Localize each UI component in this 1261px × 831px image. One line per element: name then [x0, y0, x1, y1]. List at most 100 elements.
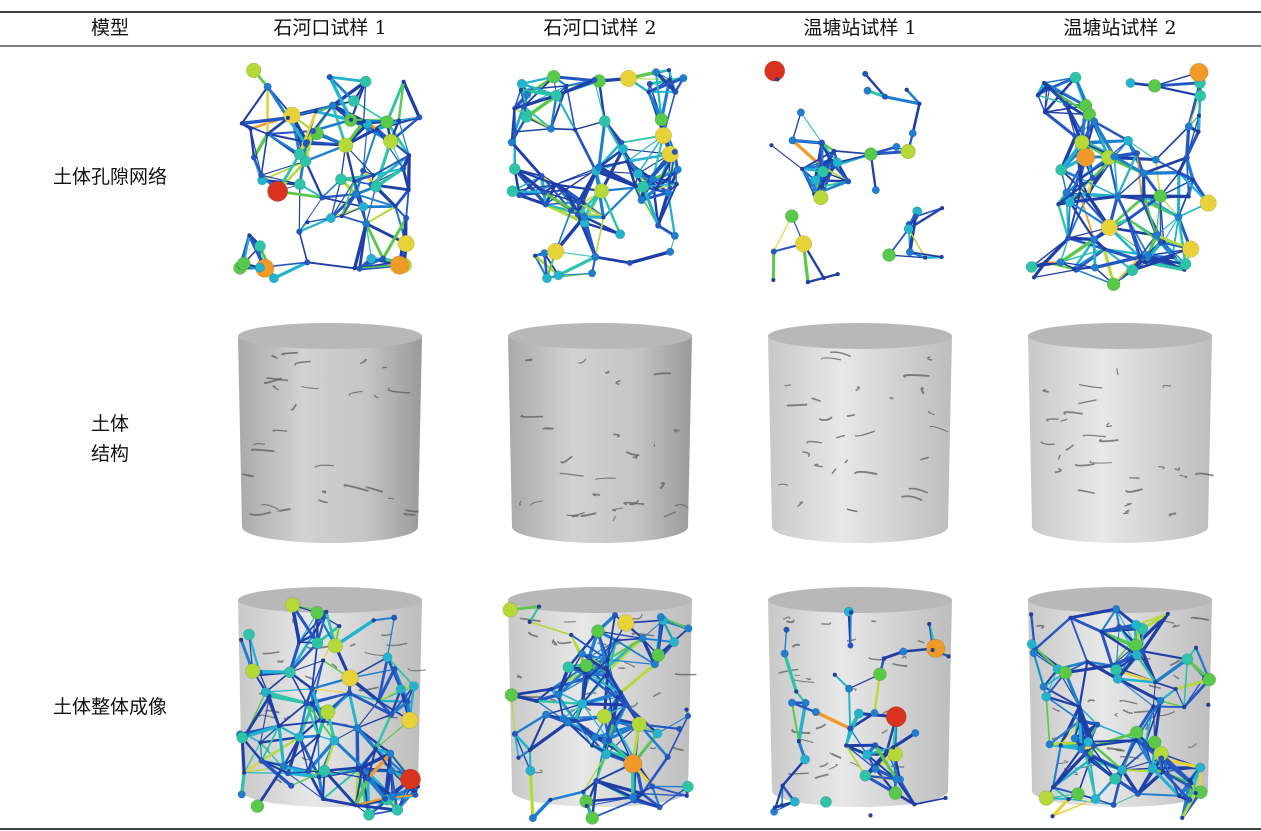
pore-node [353, 724, 361, 732]
pore-node [328, 638, 343, 653]
pore-node [360, 765, 364, 769]
pore-node [305, 220, 309, 224]
pore-node [781, 650, 789, 658]
pore-node [901, 144, 916, 159]
pore-node [512, 129, 518, 135]
pore-node [862, 750, 871, 759]
pore-node [255, 263, 264, 272]
pore-node [1085, 660, 1089, 664]
pore-node [267, 694, 271, 698]
pore-node [580, 659, 593, 672]
pore-node [277, 724, 281, 728]
pore-node [405, 699, 411, 705]
pore-node [906, 248, 914, 256]
pore-node [1078, 192, 1082, 196]
pore-node [848, 643, 854, 649]
soil-structure-cell [1028, 323, 1213, 543]
pore-node [337, 624, 341, 628]
pore-node [237, 732, 248, 743]
pore-node [1142, 194, 1146, 198]
pore-node [847, 726, 853, 732]
pore-node [633, 169, 642, 178]
pore-node [1116, 624, 1122, 630]
pore-node [581, 790, 585, 794]
soil-crack [1116, 750, 1125, 751]
pore-node [784, 627, 790, 633]
pore-node [675, 182, 679, 186]
pore-network-cell [507, 68, 687, 283]
pore-node [1182, 654, 1193, 665]
pore-node [1090, 236, 1098, 244]
pore-node [371, 173, 375, 177]
pore-throat [771, 145, 802, 169]
pore-node [886, 707, 906, 727]
pore-node [581, 201, 585, 205]
pore-node [633, 184, 637, 188]
pore-network-cell [765, 61, 944, 284]
pore-node [775, 77, 779, 81]
pore-node [508, 138, 516, 146]
pore-node [615, 230, 624, 239]
pore-node [285, 770, 291, 776]
pore-node [674, 166, 682, 174]
figure-table: 模型石河口试样 1石河口试样 2温塘站试样 1温塘站试样 2土体孔隙网络土体结构… [0, 0, 1261, 831]
pore-node [889, 787, 902, 800]
pore-node [682, 781, 693, 792]
pore-node [549, 687, 553, 691]
pore-throat [307, 262, 354, 268]
pore-node [528, 748, 532, 752]
pore-node [324, 610, 328, 614]
pore-node [1151, 704, 1155, 708]
pore-node [354, 803, 358, 807]
pore-node [286, 116, 290, 120]
pore-throat [1156, 126, 1189, 159]
pore-node [1148, 79, 1161, 92]
pore-node [1200, 195, 1217, 212]
pore-node [797, 109, 805, 117]
pore-node [259, 758, 265, 764]
pore-node [548, 798, 552, 802]
pore-node [1158, 756, 1164, 762]
pore-node [1059, 666, 1072, 679]
pore-node [1071, 787, 1084, 800]
pore-node [909, 129, 917, 137]
pore-node [671, 232, 679, 240]
pore-node [1126, 217, 1130, 221]
pore-node [649, 175, 657, 183]
column-header: 温塘站试样 2 [1063, 17, 1176, 39]
pore-node [685, 708, 689, 712]
pore-node [947, 654, 951, 658]
pore-node [1152, 232, 1160, 240]
pore-node [1046, 741, 1054, 749]
pore-node [1063, 189, 1071, 197]
row-label: 土体孔隙网络 [53, 166, 167, 188]
pore-node [374, 747, 378, 751]
row-label: 土体整体成像 [53, 696, 167, 718]
pore-node [1134, 150, 1140, 156]
column-header: 模型 [91, 17, 129, 39]
pore-node [1078, 177, 1082, 181]
pore-node [800, 755, 809, 764]
pore-node [940, 206, 944, 210]
pore-node [591, 77, 597, 83]
pore-node [309, 686, 315, 692]
pore-node [288, 783, 294, 789]
pore-node [311, 606, 324, 619]
pore-node [854, 709, 863, 718]
cylinder-top [238, 323, 422, 349]
pore-node [554, 271, 563, 280]
pore-node [321, 797, 325, 801]
pore-node [402, 80, 406, 84]
soil-cylinder [238, 336, 422, 543]
pore-node [917, 102, 921, 106]
pore-node [668, 78, 672, 82]
pore-throat [582, 704, 626, 705]
pore-node [311, 702, 315, 706]
row-label: 结构 [91, 443, 129, 465]
pore-node [595, 163, 603, 171]
pore-node [800, 167, 804, 171]
pore-node [507, 186, 518, 197]
pore-throat [849, 689, 850, 729]
soil-crack [525, 360, 531, 361]
pore-node [883, 249, 896, 262]
